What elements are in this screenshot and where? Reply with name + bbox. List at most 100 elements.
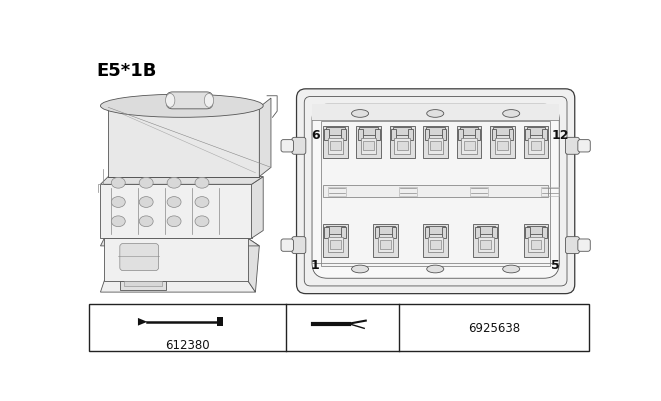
Ellipse shape (111, 216, 125, 227)
Ellipse shape (195, 216, 209, 227)
Bar (527, 128, 545, 136)
Polygon shape (259, 99, 271, 177)
Ellipse shape (165, 94, 175, 108)
Polygon shape (100, 185, 252, 239)
Ellipse shape (427, 110, 444, 118)
Bar (325, 228, 329, 239)
Polygon shape (100, 239, 259, 246)
Bar (124, 281, 163, 286)
Bar (397, 142, 408, 151)
Bar (542, 228, 547, 239)
Bar (390, 126, 414, 159)
FancyBboxPatch shape (578, 140, 590, 152)
Bar (330, 142, 340, 151)
Bar (380, 240, 391, 249)
Bar (460, 128, 479, 136)
Bar (461, 139, 477, 154)
Polygon shape (104, 239, 248, 281)
Bar (528, 237, 544, 253)
Bar (463, 142, 475, 151)
Bar (495, 139, 510, 154)
Bar (342, 228, 346, 239)
Bar (423, 126, 448, 159)
Bar (425, 130, 430, 140)
Bar (426, 128, 445, 136)
Bar (541, 187, 559, 196)
Bar (442, 130, 446, 140)
FancyBboxPatch shape (281, 140, 293, 152)
Bar (528, 139, 544, 154)
Ellipse shape (167, 197, 181, 208)
Ellipse shape (139, 178, 153, 189)
Bar (399, 187, 417, 196)
Text: E5*1B: E5*1B (97, 62, 157, 80)
Bar (473, 225, 498, 257)
Ellipse shape (100, 95, 263, 118)
Bar (321, 122, 550, 266)
FancyBboxPatch shape (120, 244, 159, 271)
FancyBboxPatch shape (292, 138, 306, 155)
Ellipse shape (111, 178, 125, 189)
Bar (525, 228, 530, 239)
Bar (475, 130, 480, 140)
Bar (525, 130, 530, 140)
Bar (312, 105, 559, 120)
Bar (423, 225, 448, 257)
Bar (89, 304, 589, 352)
Bar (375, 130, 379, 140)
Bar (524, 225, 549, 257)
Bar (509, 130, 514, 140)
Ellipse shape (502, 265, 520, 273)
Bar (492, 228, 496, 239)
Text: 5: 5 (551, 259, 561, 271)
Bar (428, 139, 444, 154)
Bar (323, 225, 348, 257)
Ellipse shape (139, 216, 153, 227)
Bar (393, 128, 412, 136)
Bar (326, 128, 344, 136)
Bar (330, 240, 340, 249)
FancyBboxPatch shape (297, 89, 575, 294)
Bar (395, 139, 410, 154)
Bar (425, 228, 430, 239)
Bar (493, 128, 512, 136)
Bar (323, 126, 348, 159)
Polygon shape (100, 281, 255, 292)
FancyBboxPatch shape (292, 237, 306, 254)
Bar (356, 126, 381, 159)
Ellipse shape (204, 94, 214, 108)
FancyBboxPatch shape (312, 105, 559, 279)
Bar (326, 226, 344, 234)
Bar (364, 142, 374, 151)
Bar (481, 240, 491, 249)
Bar (442, 228, 446, 239)
Bar (342, 130, 346, 140)
Bar (430, 142, 441, 151)
Bar (323, 186, 549, 198)
FancyBboxPatch shape (167, 93, 213, 109)
Bar (327, 187, 346, 196)
Bar (327, 139, 343, 154)
Bar (527, 226, 545, 234)
Bar (492, 130, 496, 140)
Bar (391, 130, 396, 140)
Bar (542, 130, 547, 140)
Bar (358, 130, 362, 140)
Polygon shape (252, 177, 263, 239)
Bar (327, 237, 343, 253)
Bar (457, 126, 481, 159)
Bar (377, 237, 393, 253)
Bar (426, 226, 445, 234)
Bar (217, 317, 223, 326)
Polygon shape (100, 177, 263, 185)
Polygon shape (108, 108, 259, 177)
Ellipse shape (139, 197, 153, 208)
Bar (430, 240, 441, 249)
Text: 6925638: 6925638 (468, 321, 520, 334)
Bar (392, 228, 397, 239)
Bar (361, 139, 377, 154)
FancyBboxPatch shape (281, 239, 293, 252)
Ellipse shape (352, 110, 369, 118)
Bar (524, 126, 549, 159)
Text: 6: 6 (311, 129, 320, 142)
